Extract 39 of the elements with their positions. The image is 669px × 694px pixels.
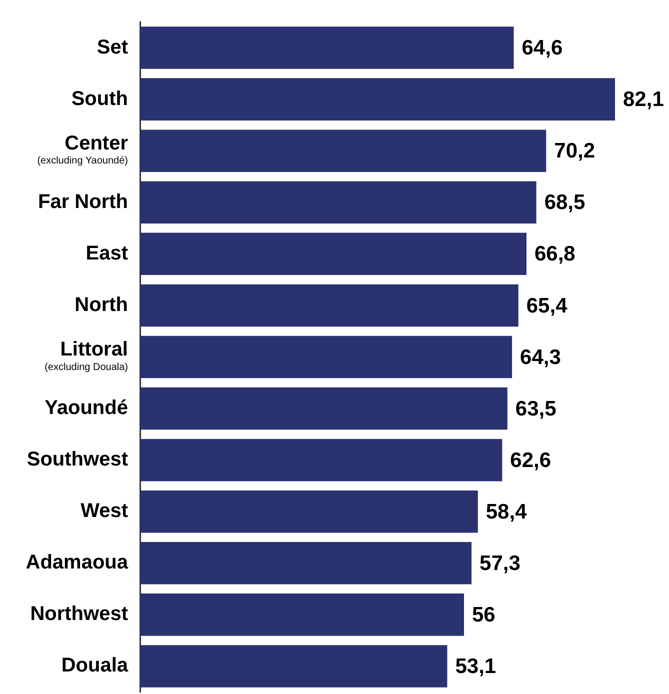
bar [140,645,448,688]
data-label: 65,4 [526,294,568,318]
data-label: 82,1 [623,88,664,112]
data-label: 66,8 [534,242,576,266]
data-label: 63,5 [515,397,557,420]
data-label: 64,6 [522,36,563,60]
y-tick-label: Douala [61,654,129,677]
bar [140,284,518,327]
bar [140,181,536,224]
data-label: 53,1 [455,655,496,678]
bar [140,26,514,69]
y-tick-label: Center (excluding Yaoundé) [37,132,128,167]
bar [140,78,615,120]
y-tick-label: Yaoundé [44,397,128,420]
y-tick-label: Set [96,36,128,58]
y-tick-label: Far North [38,190,128,213]
bar [140,387,508,430]
bar [140,490,478,533]
bar [140,336,512,378]
y-tick-label: Southwest [26,448,128,471]
bar [140,130,546,172]
bar [140,542,472,584]
data-label: 64,3 [520,346,561,369]
y-tick-label: East [86,242,128,264]
y-tick-label: Littoral (excluding Douala) [44,338,128,373]
data-label: 62,6 [510,448,552,472]
bar [140,438,502,482]
y-tick-label: North [74,294,128,316]
data-label: 58,4 [486,500,528,524]
bar [140,594,464,636]
bar [140,232,526,276]
y-tick-label: Northwest [30,603,128,626]
data-label: 70,2 [554,140,596,163]
data-label: 68,5 [544,191,586,214]
y-tick-label: Adamaoua [26,552,129,574]
y-tick-label: South [71,88,128,110]
y-tick-label: West [80,500,128,522]
data-label: 57,3 [480,552,520,575]
data-label: 56 [472,603,496,626]
